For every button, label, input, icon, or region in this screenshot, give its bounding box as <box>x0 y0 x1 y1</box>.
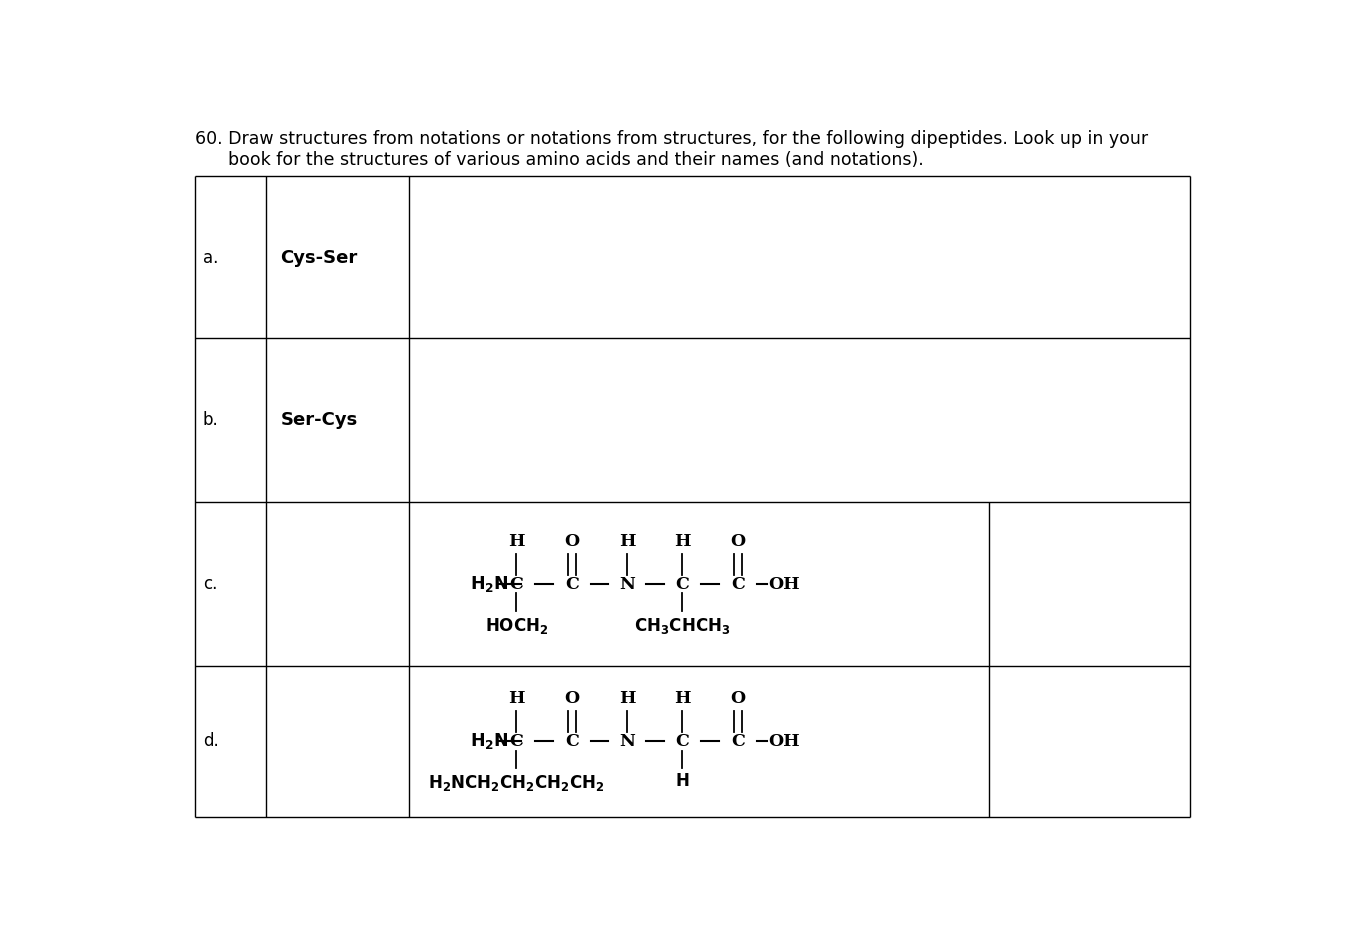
Text: C: C <box>675 576 689 593</box>
Text: OH: OH <box>768 576 799 593</box>
Text: O: O <box>565 532 580 550</box>
Text: Ser-Cys: Ser-Cys <box>280 411 357 429</box>
Text: N: N <box>619 576 635 593</box>
Text: H: H <box>619 532 635 550</box>
Text: O: O <box>731 690 745 706</box>
Text: $\mathbf{HOCH_2}$: $\mathbf{HOCH_2}$ <box>485 616 549 636</box>
Text: H: H <box>508 532 524 550</box>
Text: C: C <box>731 733 745 749</box>
Text: C: C <box>565 576 578 593</box>
Text: $\mathbf{H}$: $\mathbf{H}$ <box>675 773 690 789</box>
Text: d.: d. <box>204 733 218 750</box>
Text: OH: OH <box>768 733 799 749</box>
Text: Cys-Ser: Cys-Ser <box>280 249 357 267</box>
Text: $\mathbf{H_2N}$: $\mathbf{H_2N}$ <box>470 732 508 751</box>
Text: C: C <box>731 576 745 593</box>
Text: O: O <box>565 690 580 706</box>
Text: book for the structures of various amino acids and their names (and notations).: book for the structures of various amino… <box>194 151 923 170</box>
Text: C: C <box>565 733 578 749</box>
Text: C: C <box>510 733 523 749</box>
Text: N: N <box>619 733 635 749</box>
Text: C: C <box>510 576 523 593</box>
Text: c.: c. <box>204 575 217 593</box>
Text: H: H <box>619 690 635 706</box>
Text: $\mathbf{H_2NCH_2CH_2CH_2CH_2}$: $\mathbf{H_2NCH_2CH_2CH_2CH_2}$ <box>429 773 605 793</box>
Text: O: O <box>731 532 745 550</box>
Text: 60. Draw structures from notations or notations from structures, for the followi: 60. Draw structures from notations or no… <box>194 130 1147 148</box>
Text: H: H <box>674 532 690 550</box>
Text: C: C <box>675 733 689 749</box>
Text: a.: a. <box>204 249 218 267</box>
Text: $\mathbf{H_2N}$: $\mathbf{H_2N}$ <box>470 574 508 594</box>
Text: H: H <box>508 690 524 706</box>
Text: b.: b. <box>204 411 218 429</box>
Text: $\mathbf{CH_3CHCH_3}$: $\mathbf{CH_3CHCH_3}$ <box>635 616 731 636</box>
Text: H: H <box>674 690 690 706</box>
